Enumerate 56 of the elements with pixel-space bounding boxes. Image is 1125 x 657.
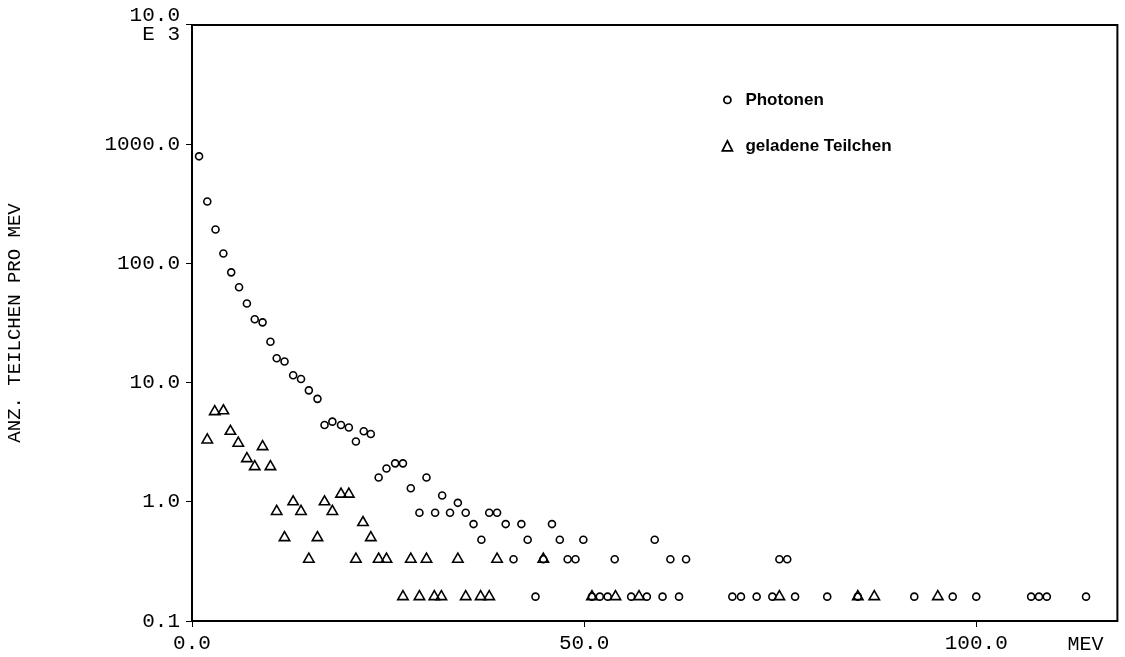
x-tick-label: 100.0 (944, 632, 1008, 656)
point (224, 424, 237, 436)
y-tick-label: 1000.0 (104, 132, 180, 156)
legend-label: geladene Teilchen (745, 135, 892, 155)
point (404, 552, 417, 563)
point (278, 530, 291, 542)
point (342, 487, 355, 498)
point (396, 589, 409, 601)
x-tick-label: 0.0 (173, 632, 211, 656)
point (240, 451, 253, 463)
point (326, 504, 339, 516)
point (413, 589, 426, 601)
point (217, 403, 230, 415)
point (609, 589, 622, 601)
y-tick-label: 10.0 E 3 (129, 4, 180, 46)
point (264, 459, 277, 471)
point (537, 552, 550, 563)
point (931, 589, 944, 601)
point (633, 589, 646, 601)
y-tick-label: 0.1 (142, 609, 180, 633)
point (459, 589, 472, 601)
point (270, 504, 283, 516)
point (248, 459, 261, 471)
point (295, 504, 308, 516)
x-axis-title: MEV (1067, 633, 1104, 657)
point (474, 589, 487, 601)
point (428, 589, 441, 601)
point (232, 436, 245, 447)
point (287, 494, 300, 506)
point (491, 552, 504, 563)
point (356, 515, 369, 527)
point (851, 589, 864, 601)
point (302, 552, 315, 563)
point (335, 487, 347, 498)
point (208, 404, 221, 416)
point (451, 552, 464, 563)
point (868, 589, 881, 601)
x-tick-label: 50.0 (558, 632, 610, 656)
point (364, 530, 377, 542)
point (349, 552, 362, 563)
y-axis-title: ANZ. TEILCHEN PRO MEV (4, 202, 27, 443)
point (256, 439, 269, 451)
point (201, 433, 214, 444)
point (435, 589, 448, 601)
point (773, 589, 786, 601)
point (380, 552, 393, 563)
y-tick-label: 10.0 (129, 371, 180, 395)
y-tick-label: 1.0 (142, 490, 180, 514)
y-tick-label: 100.0 (116, 251, 180, 275)
point (318, 494, 331, 506)
point (483, 589, 496, 601)
point (311, 530, 324, 542)
point (585, 589, 598, 601)
point (372, 552, 385, 563)
legend-label: Photonen (745, 89, 824, 109)
point (420, 552, 433, 563)
